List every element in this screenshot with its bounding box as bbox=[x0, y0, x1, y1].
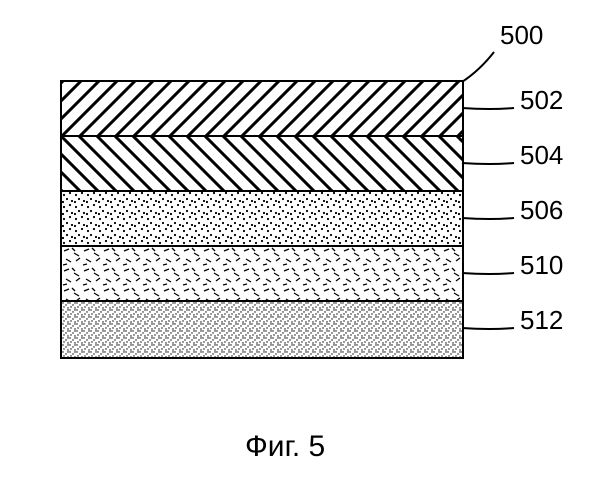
layer-label-512: 512 bbox=[520, 305, 563, 335]
assembly-label: 500 bbox=[500, 20, 543, 50]
figure-container: 500 502 504 506 510 512 Фиг. 5 bbox=[0, 0, 607, 500]
layer-label-506: 506 bbox=[520, 195, 563, 225]
layer-label-502: 502 bbox=[520, 85, 563, 115]
layer-label-510: 510 bbox=[520, 250, 563, 280]
layer-label-504: 504 bbox=[520, 140, 563, 170]
figure-caption: Фиг. 5 bbox=[245, 430, 325, 464]
leader-lines: 500 502 504 506 510 512 bbox=[0, 0, 607, 500]
